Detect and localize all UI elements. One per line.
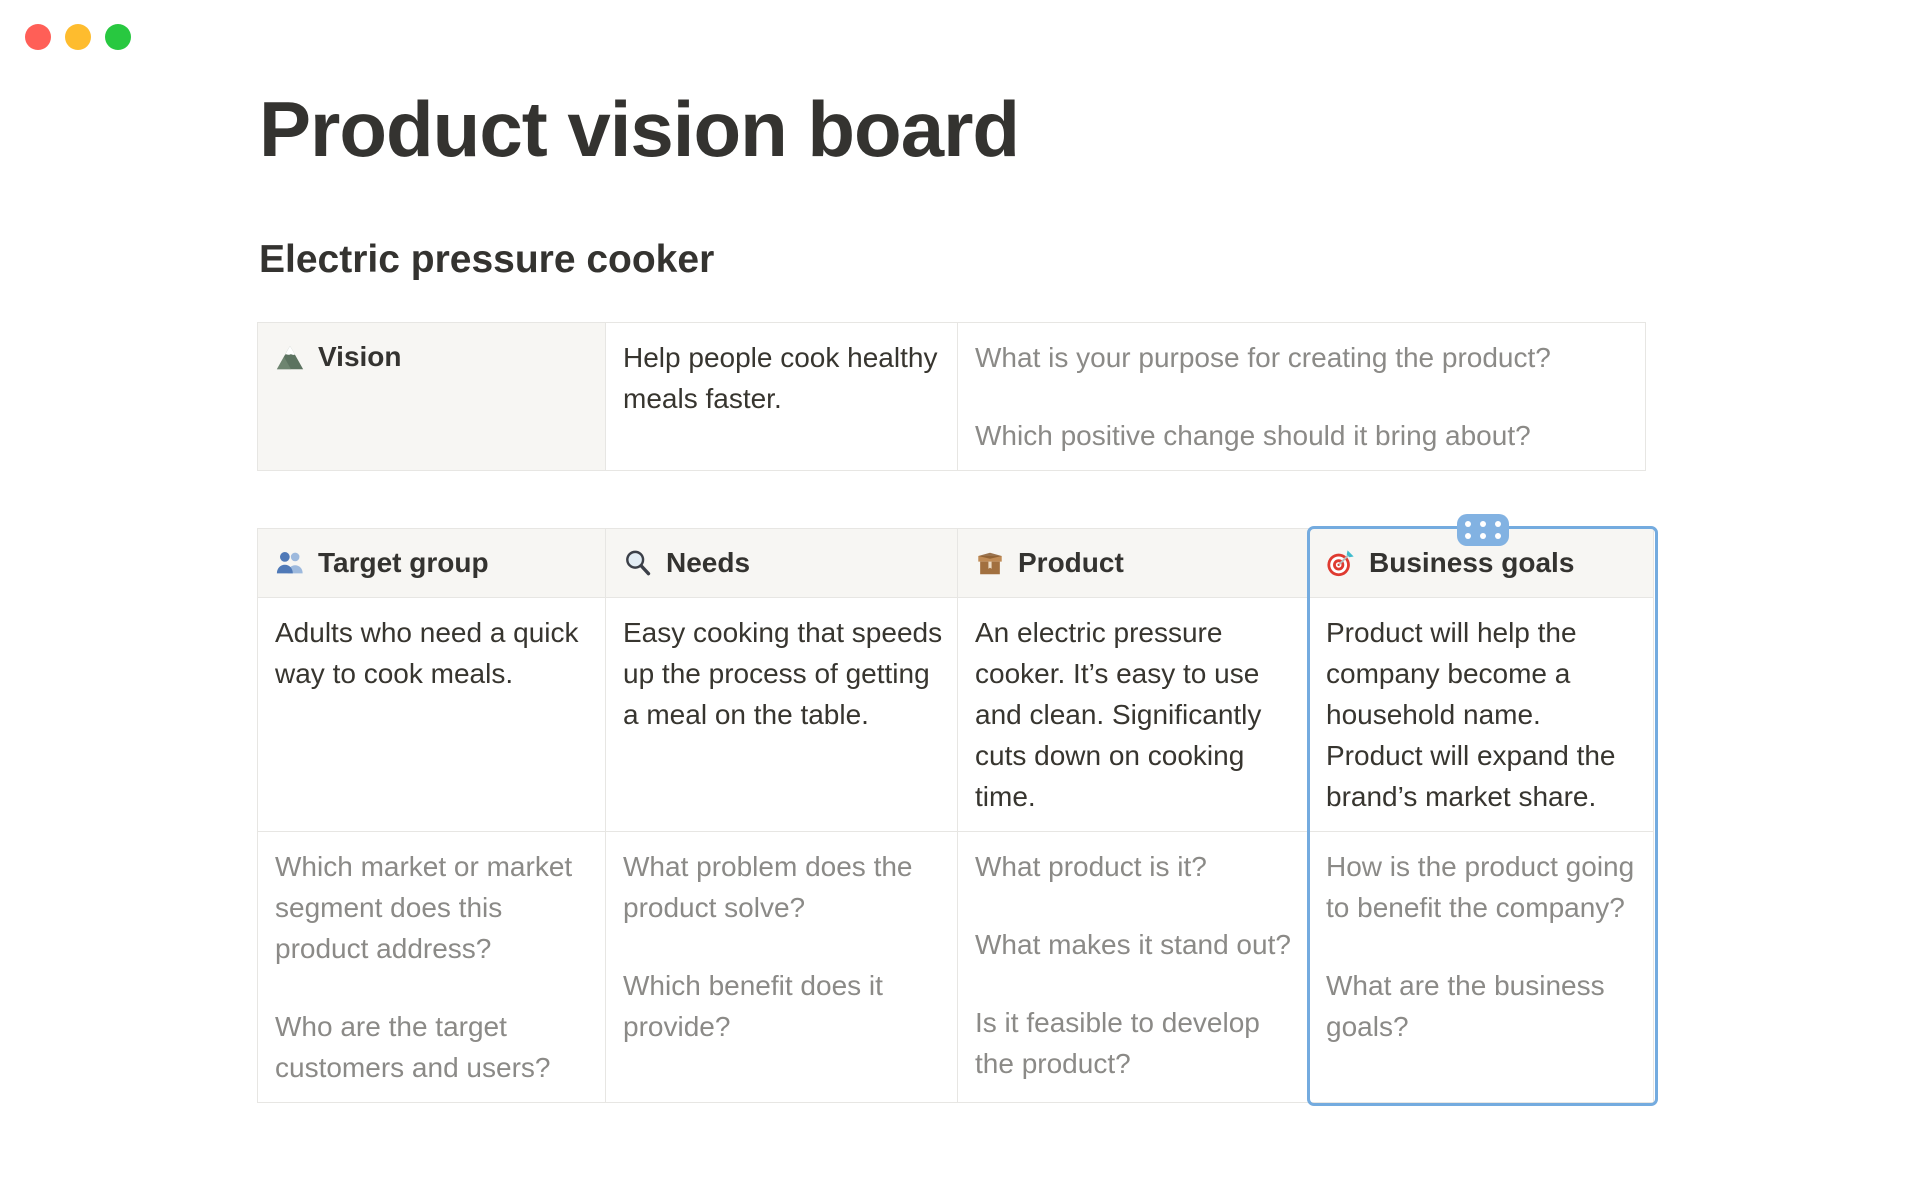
cell-text: Adults who need a quick way to cook meal… (275, 617, 579, 689)
product-prompt-cell[interactable]: What product is it? What makes it stand … (958, 832, 1309, 1103)
mountain-icon (275, 343, 305, 373)
vision-prompt-text: Which positive change should it bring ab… (975, 420, 1531, 451)
vision-prompt-text: What is your purpose for creating the pr… (975, 342, 1551, 373)
vision-table: Vision Help people cook healthy meals fa… (257, 322, 1646, 471)
prompt-text: What makes it stand out? (975, 929, 1291, 960)
business-goals-prompt-cell[interactable]: How is the product going to benefit the … (1309, 832, 1654, 1103)
column-header-needs[interactable]: Needs (606, 529, 958, 598)
prompt-text: What product is it? (975, 851, 1207, 882)
needs-value-cell[interactable]: Easy cooking that speeds up the process … (606, 598, 958, 832)
column-header-target-group[interactable]: Target group (258, 529, 606, 598)
column-header-label: Product (1018, 547, 1124, 578)
vision-header-label: Vision (318, 341, 402, 372)
needs-prompt-cell[interactable]: What problem does the product solve? Whi… (606, 832, 958, 1103)
cell-text: Easy cooking that speeds up the process … (623, 617, 943, 730)
vision-value-cell[interactable]: Help people cook healthy meals faster. (606, 323, 958, 471)
prompt-text: Who are the target customers and users? (275, 1011, 551, 1083)
column-header-label: Needs (666, 547, 751, 578)
product-value-cell[interactable]: An electric pressure cooker. It’s easy t… (958, 598, 1309, 832)
target-icon (1326, 548, 1356, 578)
prompt-text: Which market or market segment does this… (275, 851, 573, 964)
prompt-text: What are the business goals? (1326, 970, 1605, 1042)
page-title[interactable]: Product vision board (259, 85, 1020, 173)
vision-value-text: Help people cook healthy meals faster. (623, 342, 938, 414)
cell-text: An electric pressure cooker. It’s easy t… (975, 617, 1262, 812)
column-header-label: Target group (318, 547, 489, 578)
prompt-text: How is the product going to benefit the … (1326, 851, 1635, 923)
drag-dots-icon (1465, 521, 1501, 539)
people-icon (275, 548, 305, 578)
zoom-window-button[interactable] (105, 24, 131, 50)
column-drag-handle[interactable] (1457, 514, 1509, 546)
target-group-value-cell[interactable]: Adults who need a quick way to cook meal… (258, 598, 606, 832)
vision-header-cell[interactable]: Vision (258, 323, 606, 471)
minimize-window-button[interactable] (65, 24, 91, 50)
magnifier-icon (623, 548, 653, 578)
target-group-prompt-cell[interactable]: Which market or market segment does this… (258, 832, 606, 1103)
close-window-button[interactable] (25, 24, 51, 50)
page-subtitle[interactable]: Electric pressure cooker (259, 238, 715, 281)
package-icon (975, 548, 1005, 578)
window-controls (25, 24, 131, 50)
business-goals-value-cell[interactable]: Product will help the company become a h… (1309, 598, 1654, 832)
cell-text: Product will help the company become a h… (1326, 617, 1616, 812)
column-header-label: Business goals (1369, 547, 1575, 578)
board-table: Target group Needs Product (257, 514, 1658, 1106)
prompt-text: Which benefit does it provide? (623, 970, 883, 1042)
prompt-text: What problem does the product solve? (623, 851, 913, 923)
column-header-product[interactable]: Product (958, 529, 1309, 598)
prompt-text: Is it feasible to develop the product? (975, 1007, 1260, 1079)
vision-prompt-cell[interactable]: What is your purpose for creating the pr… (958, 323, 1646, 471)
